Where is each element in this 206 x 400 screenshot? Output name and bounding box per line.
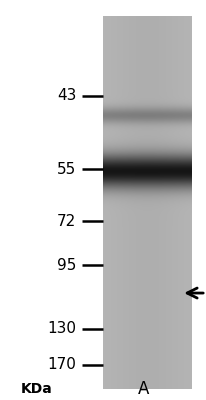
Text: KDa: KDa xyxy=(21,382,53,396)
Text: 55: 55 xyxy=(57,162,76,177)
Text: 130: 130 xyxy=(47,322,76,336)
Text: 170: 170 xyxy=(47,357,76,372)
Text: 43: 43 xyxy=(57,88,76,103)
Text: A: A xyxy=(137,380,149,398)
Text: 72: 72 xyxy=(57,214,76,229)
Text: 95: 95 xyxy=(57,258,76,273)
